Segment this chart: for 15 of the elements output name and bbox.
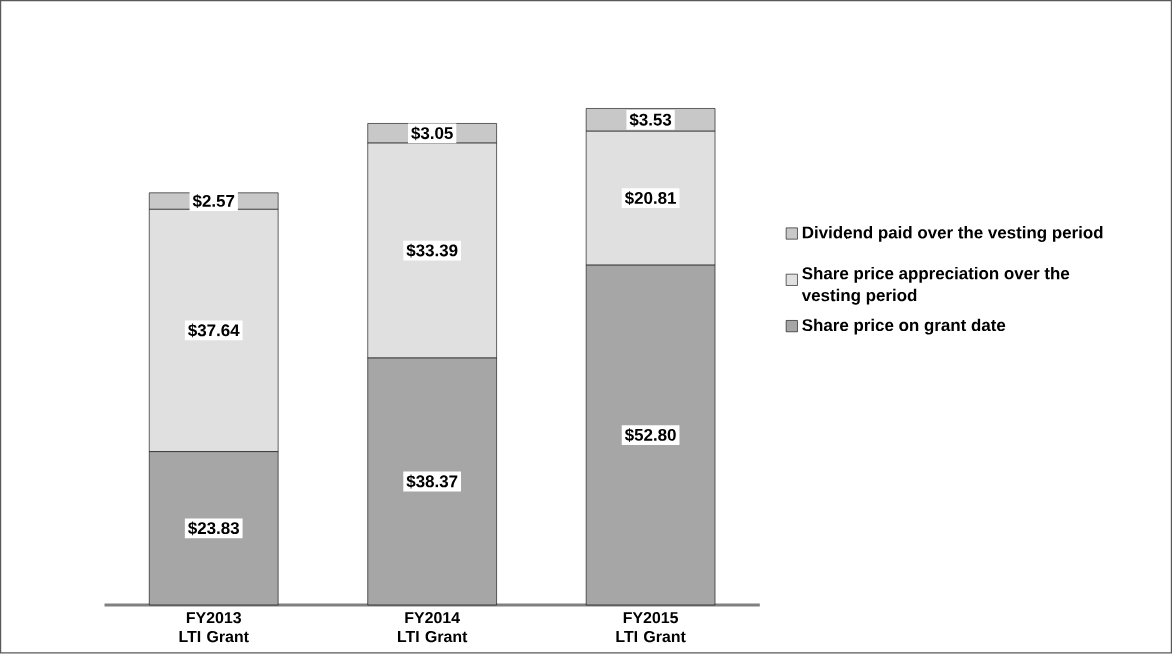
legend-label: Share price appreciation over the vesting period [801, 267, 1070, 305]
data-label: $3.05 [411, 126, 453, 141]
data-label: $3.53 [629, 113, 672, 127]
data-label: $20.81 [624, 191, 676, 206]
data-label: $52.80 [624, 428, 676, 443]
x-tick-label: FY2013 LTI Grant [179, 612, 249, 643]
legend-label: Share price on grant date [802, 318, 1006, 335]
x-tick-label: FY2014 LTI Grant [397, 612, 468, 643]
data-label: $23.83 [188, 521, 239, 536]
x-tick-label: FY2015 LTI Grant [616, 612, 686, 643]
data-label: $33.39 [406, 243, 458, 258]
data-label: $37.64 [188, 323, 240, 338]
legend-label: Dividend paid over the vesting period [802, 226, 1103, 243]
data-label: $2.57 [192, 194, 235, 209]
data-label: $38.37 [406, 474, 458, 489]
